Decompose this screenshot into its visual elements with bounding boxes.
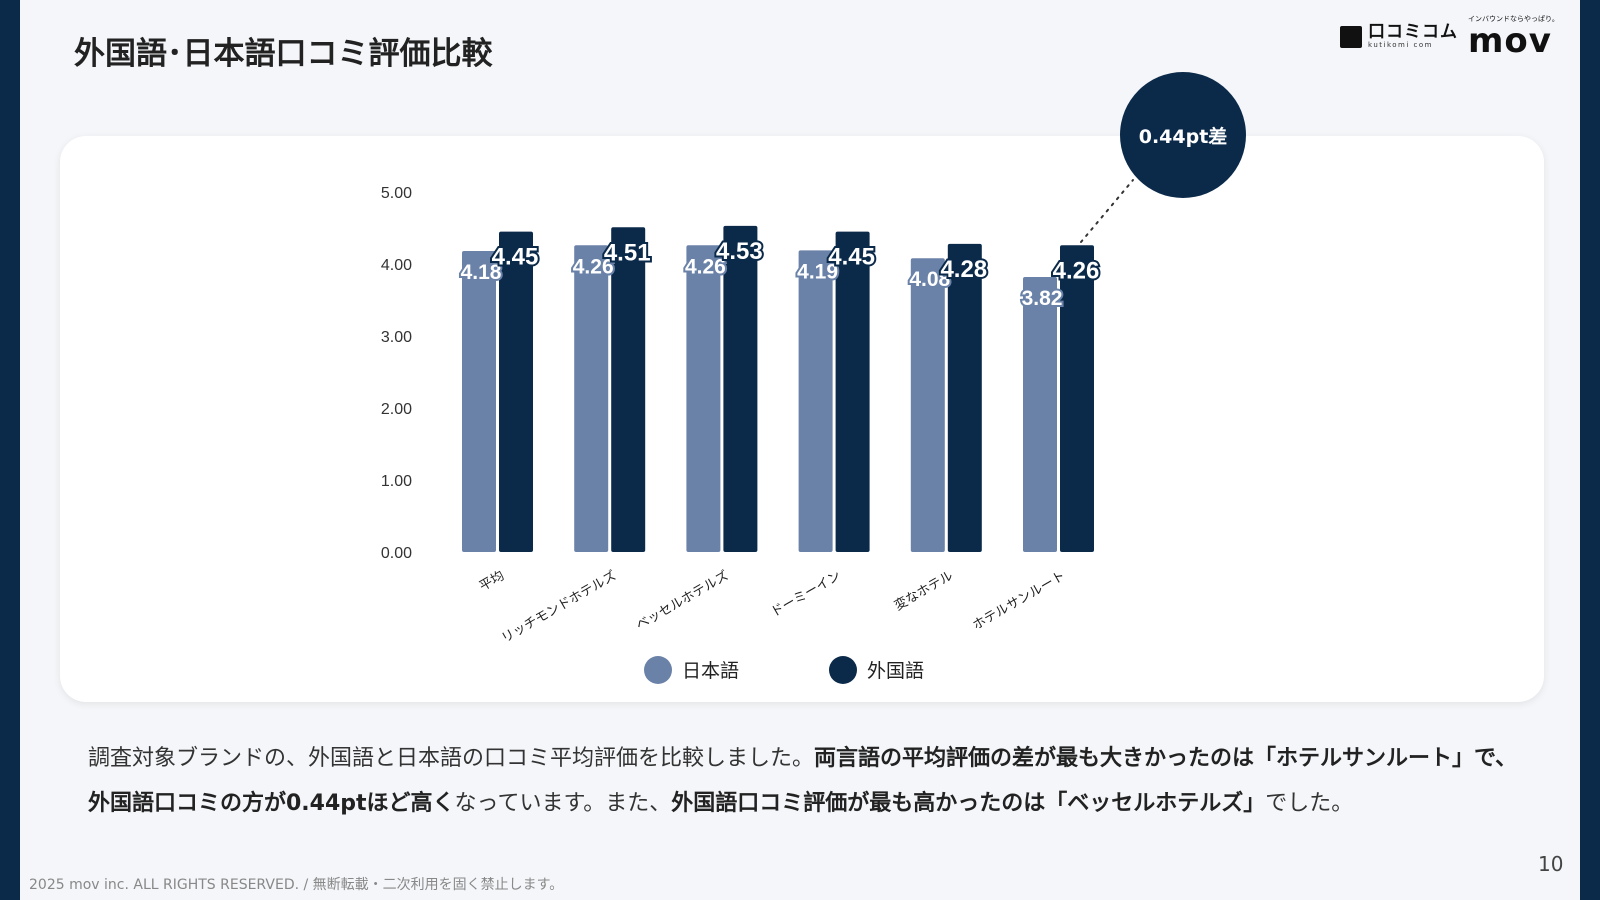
data-label: 4.45 bbox=[492, 244, 539, 271]
x-tick-label: 変なホテル bbox=[891, 568, 955, 614]
y-tick-label: 3.00 bbox=[381, 329, 412, 346]
bar-japanese bbox=[910, 258, 945, 552]
legend-label: 日本語 bbox=[682, 660, 739, 682]
description-text: 調査対象ブランドの、外国語と日本語の口コミ平均評価を比較しました。両言語の平均評… bbox=[88, 736, 1538, 826]
x-tick-label: ホテルサンルート bbox=[970, 568, 1068, 633]
bar-foreign bbox=[723, 225, 758, 552]
mov-logo: インバウンドならやっぱり。 mov bbox=[1468, 14, 1559, 58]
data-label: 4.53 bbox=[716, 238, 763, 265]
data-label: 4.28 bbox=[940, 256, 987, 283]
data-label: 4.19 bbox=[797, 260, 838, 283]
bar-japanese bbox=[1023, 276, 1057, 552]
kutikomi-logo: 口コミコム kutikomi com bbox=[1340, 24, 1458, 49]
y-tick-label: 2.00 bbox=[381, 401, 412, 418]
data-label: 4.26 bbox=[573, 255, 614, 278]
mov-tagline: インバウンドならやっぱり。 bbox=[1468, 15, 1559, 23]
bar-japanese bbox=[574, 245, 609, 552]
data-label: 4.08 bbox=[909, 268, 950, 291]
data-label: 4.26 bbox=[685, 255, 726, 278]
data-label: 3.82 bbox=[1022, 287, 1063, 310]
x-tick-label: リッチモンドホテルズ bbox=[499, 568, 620, 647]
body-text-1: 調査対象ブランドの、外国語と日本語の口コミ平均評価を比較しました。 bbox=[88, 746, 815, 771]
data-label: 4.45 bbox=[828, 244, 875, 271]
bar-foreign bbox=[1060, 245, 1094, 552]
body-bold-1: 両言語の平均評価の差が最も大きかったのは「ホテルサンルート」で、外国語口コミの方… bbox=[88, 746, 1518, 816]
body-bold-2: 外国語口コミ評価が最も高かったのは「ベッセルホテルズ」 bbox=[671, 791, 1266, 816]
copyright-footer: 2025 mov inc. ALL RIGHTS RESERVED. / 無断転… bbox=[29, 877, 564, 893]
bar-foreign bbox=[835, 231, 870, 552]
bar-foreign bbox=[499, 231, 533, 552]
page-number: 10 bbox=[1538, 852, 1564, 876]
bar-japanese bbox=[798, 250, 833, 552]
x-tick-label: 平均 bbox=[477, 568, 507, 594]
callout-leader-line bbox=[1080, 179, 1134, 243]
bar-foreign bbox=[611, 227, 646, 552]
slide: 外国語･日本語口コミ評価比較 口コミコム kutikomi com インバウンド… bbox=[20, 0, 1580, 900]
data-label: 4.26 bbox=[1053, 257, 1100, 284]
bar-japanese bbox=[686, 245, 721, 552]
difference-callout: 0.44pt差 bbox=[1120, 72, 1246, 198]
body-text-2: なっています。また、 bbox=[454, 791, 672, 816]
kutikomi-logo-sub: kutikomi com bbox=[1368, 41, 1433, 49]
y-tick-label: 4.00 bbox=[381, 257, 412, 274]
x-tick-label: ベッセルホテルズ bbox=[633, 568, 731, 634]
legend-marker-japanese bbox=[644, 656, 672, 684]
data-label: 4.51 bbox=[604, 239, 651, 266]
data-label: 4.18 bbox=[461, 261, 502, 284]
bar-japanese bbox=[462, 251, 496, 553]
x-tick-label: ドーミーイン bbox=[769, 568, 844, 620]
y-tick-label: 1.00 bbox=[381, 473, 412, 490]
legend-label: 外国語 bbox=[867, 660, 924, 682]
legend-marker-foreign bbox=[829, 656, 857, 684]
mov-logo-text: mov bbox=[1468, 21, 1552, 61]
page-title: 外国語･日本語口コミ評価比較 bbox=[74, 36, 493, 72]
kutikomi-logo-text: 口コミコム bbox=[1368, 22, 1458, 42]
speech-bubble-icon bbox=[1340, 25, 1362, 48]
y-tick-label: 0.00 bbox=[381, 545, 412, 562]
y-tick-label: 5.00 bbox=[381, 185, 412, 202]
body-text-3: でした。 bbox=[1265, 791, 1354, 816]
bar-foreign bbox=[947, 243, 982, 552]
